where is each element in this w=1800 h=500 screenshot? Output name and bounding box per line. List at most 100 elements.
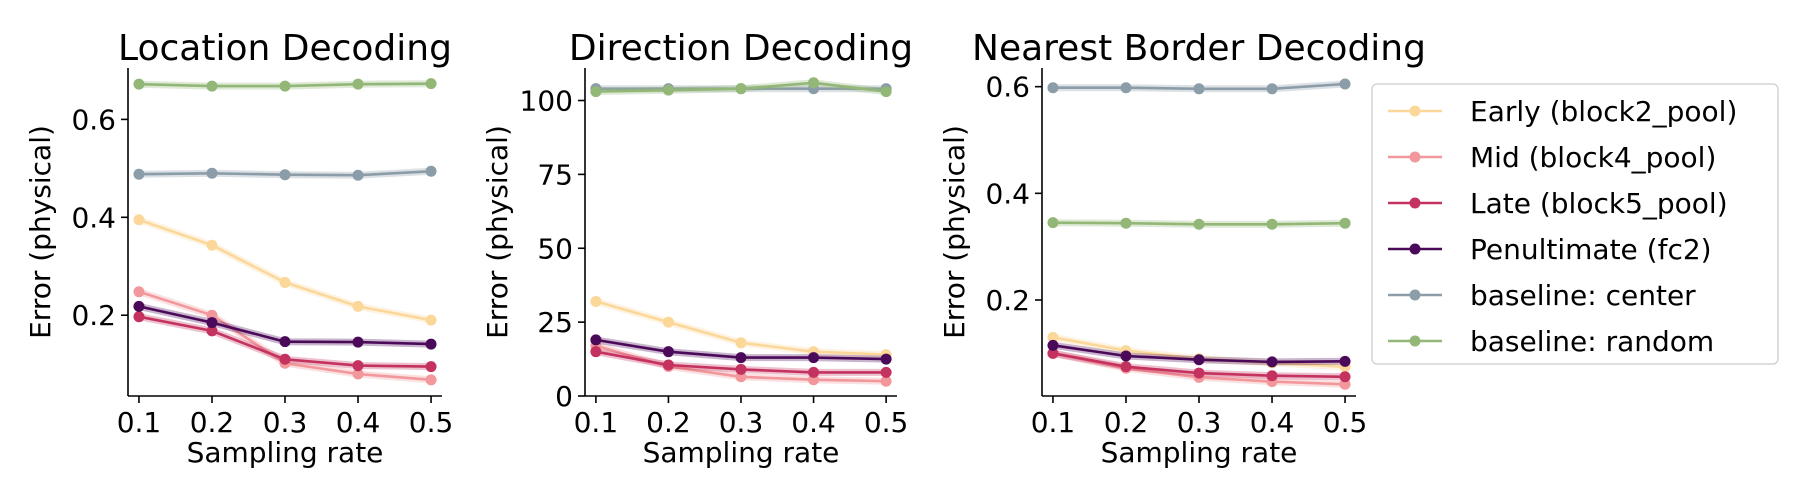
data-point [352,300,364,312]
data-point [1120,361,1132,373]
y-tick-label: 0.6 [985,71,1030,104]
x-tick-label: 0.3 [263,406,308,439]
panels: Location Decoding 0.1 0.2 0.3 0.4 0.5 0.2 0.4 0.… [24,28,1426,469]
data-point [133,286,145,298]
legend-marker [1409,105,1421,117]
data-point [425,374,437,386]
series-baseline-center [133,165,437,181]
data-point [1193,83,1205,95]
data-point [206,239,218,251]
data-point [590,346,602,358]
x-tick-label: 0.2 [1104,406,1149,439]
data-point [133,300,145,312]
y-tick-label: 0 [555,380,573,413]
chart-title: Nearest Border Decoding [972,28,1426,69]
x-tick-label: 0.3 [1177,406,1222,439]
data-point [352,360,364,372]
data-point [1193,367,1205,379]
data-point [1266,370,1278,382]
x-tick-label: 0.5 [1323,406,1368,439]
legend-entry-baseline-center: baseline: center [1388,279,1696,312]
data-point [1047,331,1059,343]
data-point [735,337,747,349]
data-point [352,169,364,181]
legend-label: Mid (block4_pool) [1470,141,1716,174]
data-point [352,78,364,90]
y-tick-label: 25 [537,306,573,339]
y-axis-label: Error (physical) [481,125,514,339]
data-point [1339,78,1351,90]
data-point [1120,82,1132,94]
data-point [590,295,602,307]
y-axis-label: Error (physical) [938,125,971,339]
data-point [1266,356,1278,368]
data-point [1266,218,1278,230]
legend-label: baseline: center [1470,279,1696,312]
data-point [425,361,437,373]
x-tick-label: 0.4 [1250,406,1295,439]
y-tick-label: 0.4 [985,177,1030,210]
data-point [1047,217,1059,229]
data-point [352,336,364,348]
series-penultimate-fc2 [133,300,437,350]
data-point [808,366,820,378]
data-point [1047,339,1059,351]
data-point [590,334,602,346]
data-point [880,353,892,365]
legend-entry-baseline-random: baseline: random [1388,325,1714,358]
series-penultimate-fc2 [590,334,892,365]
x-tick-label: 0.1 [1031,406,1076,439]
data-point [735,352,747,364]
data-point [133,214,145,226]
data-point [279,169,291,181]
data-point [1120,350,1132,362]
data-point [206,317,218,329]
data-point [1339,371,1351,383]
series-late-block5-pool [1047,347,1351,383]
y-tick-label: 50 [537,232,573,265]
y-tick-label: 75 [537,158,573,191]
x-axis-label: Sampling rate [1101,436,1298,469]
y-tick-label: 0.2 [985,284,1030,317]
data-point [206,167,218,179]
legend-label: baseline: random [1470,325,1714,358]
series-baseline-center [1047,78,1351,95]
data-point [352,368,364,380]
data-point [1047,82,1059,94]
x-tick-label: 0.4 [336,406,381,439]
series-early-block2-pool [590,295,892,361]
data-point [808,77,820,89]
data-point [735,363,747,375]
data-point [1266,83,1278,95]
chart-title: Location Decoding [118,28,452,69]
x-axis-label: Sampling rate [187,436,384,469]
x-tick-label: 0.2 [646,406,691,439]
data-point [1120,217,1132,229]
x-tick-label: 0.5 [409,406,454,439]
data-point [1193,218,1205,230]
legend-label: Penultimate (fc2) [1470,233,1712,266]
data-point [425,338,437,350]
series-baseline-random [590,77,892,98]
y-tick-label: 0.4 [71,201,116,234]
data-point [425,165,437,177]
data-point [206,80,218,92]
y-tick-label: 100 [520,85,573,118]
data-point [279,336,291,348]
legend-entry-early-block2-pool: Early (block2_pool) [1388,95,1737,128]
data-point [1339,355,1351,367]
data-point [590,86,602,98]
y-axis-label: Error (physical) [24,125,57,339]
legend-label: Early (block2_pool) [1470,95,1737,128]
data-point [880,375,892,387]
y-tick-label: 0.6 [71,103,116,136]
legend-entry-mid-block4-pool: Mid (block4_pool) [1388,141,1716,174]
data-point [662,359,674,371]
series-early-block2-pool [133,214,437,326]
x-tick-label: 0.4 [791,406,836,439]
data-point [735,83,747,95]
series-mid-block4-pool [133,286,437,386]
data-point [133,311,145,323]
x-axis-label: Sampling rate [643,436,840,469]
